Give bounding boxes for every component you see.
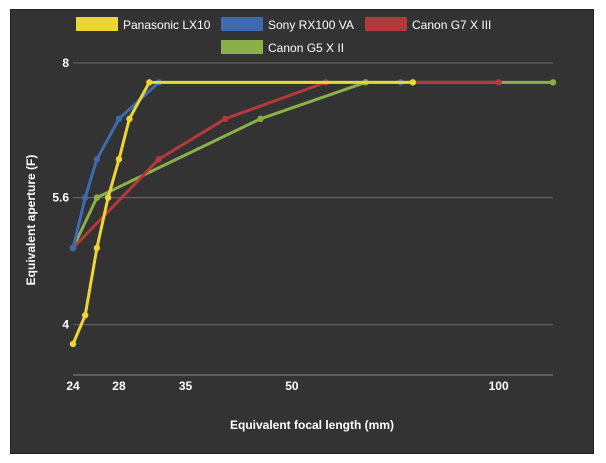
data-point[interactable] xyxy=(495,79,502,86)
data-point[interactable] xyxy=(81,194,89,201)
x-tick-label: 28 xyxy=(112,379,126,393)
data-point[interactable] xyxy=(155,155,162,163)
y-tick-label: 8 xyxy=(62,56,69,70)
data-point[interactable] xyxy=(409,79,417,86)
series-sony-rx100-va xyxy=(69,79,404,252)
legend-item[interactable]: Canon G5 X II xyxy=(221,40,344,55)
data-point[interactable] xyxy=(257,115,264,123)
legend: Panasonic LX10 Sony RX100 VA Canon G7 X II… xyxy=(76,17,491,55)
data-point[interactable] xyxy=(549,79,557,86)
grid xyxy=(73,62,553,326)
legend-item[interactable]: Sony RX100 VA xyxy=(221,17,354,32)
series-line xyxy=(71,80,555,250)
y-axis-label: Equivalent aperture (F) xyxy=(24,155,38,286)
axes: 4 5.6 8 24 28 35 50 100 xyxy=(52,56,553,393)
data-point[interactable] xyxy=(222,115,229,123)
legend-swatch xyxy=(221,40,263,54)
legend-item[interactable]: Canon G7 X III xyxy=(365,17,491,32)
legend-swatch xyxy=(76,17,118,31)
data-point[interactable] xyxy=(115,155,123,163)
data-point[interactable] xyxy=(69,244,77,252)
x-tick-label: 100 xyxy=(489,379,509,393)
legend-swatch xyxy=(365,17,407,31)
x-axis-label: Equivalent focal length (mm) xyxy=(230,418,394,432)
legend-label: Canon G7 X III xyxy=(412,18,491,32)
x-tick-label: 50 xyxy=(285,379,299,393)
data-point[interactable] xyxy=(81,312,89,319)
y-tick-label: 4 xyxy=(62,318,69,332)
x-tick-label: 24 xyxy=(66,379,80,393)
legend-label: Panasonic LX10 xyxy=(123,18,211,32)
y-tick-label: 5.6 xyxy=(52,191,69,205)
data-point[interactable] xyxy=(93,194,101,201)
legend-label: Canon G5 X II xyxy=(268,41,344,55)
data-point[interactable] xyxy=(69,340,77,348)
series xyxy=(69,79,557,348)
data-point[interactable] xyxy=(104,194,112,201)
data-point[interactable] xyxy=(93,155,101,163)
series-line xyxy=(71,80,403,250)
series-line xyxy=(71,80,415,346)
data-point[interactable] xyxy=(126,115,133,123)
data-point[interactable] xyxy=(115,115,123,123)
data-point[interactable] xyxy=(93,244,101,252)
legend-item[interactable]: Panasonic LX10 xyxy=(76,17,211,32)
x-tick-label: 35 xyxy=(179,379,193,393)
series-panasonic-lx10 xyxy=(69,79,417,348)
series-canon-g5-x-ii xyxy=(69,79,557,252)
data-point[interactable] xyxy=(146,79,153,86)
legend-swatch xyxy=(221,17,263,31)
legend-label: Sony RX100 VA xyxy=(268,18,354,32)
